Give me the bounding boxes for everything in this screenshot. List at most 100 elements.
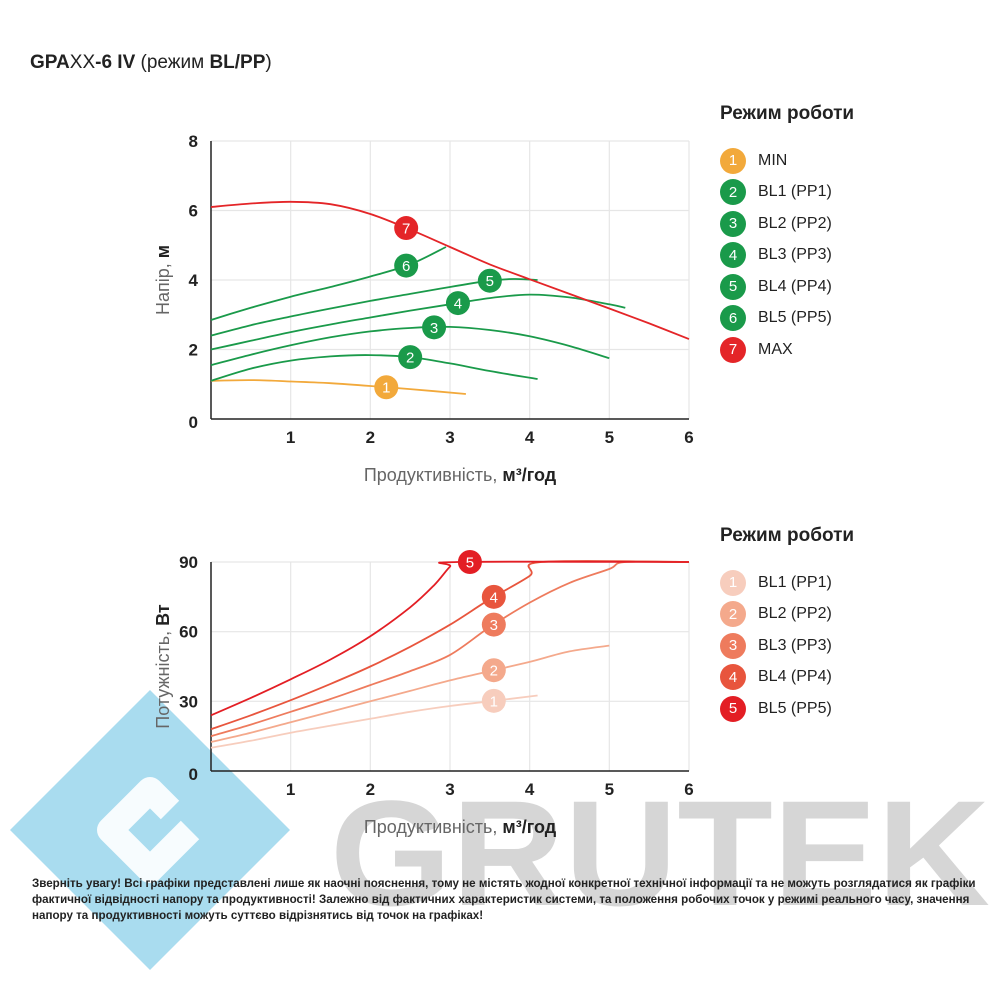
marker-circle xyxy=(481,658,506,683)
legend-badge: 1 xyxy=(720,569,746,596)
legend-power: Режим роботи 1 BL1 (PP1) 2 BL2 (PP2) 3 BL3 (P… xyxy=(720,525,854,725)
y-axis-label: Потужність, Вт xyxy=(153,604,173,729)
legend-item: 2 BL2 (PP2) xyxy=(720,599,854,631)
legend-label: MIN xyxy=(758,151,788,169)
origin-label: 0 xyxy=(189,765,198,784)
marker-label: 2 xyxy=(406,350,414,367)
y-tick-label: 60 xyxy=(179,623,198,642)
y-tick-label: 8 xyxy=(189,132,198,151)
series-line xyxy=(210,354,538,382)
legend-item: 4 BL3 (PP3) xyxy=(720,240,854,272)
legend-label: BL3 (PP3) xyxy=(758,636,832,654)
marker-label: 4 xyxy=(454,296,462,313)
legend-badge: 5 xyxy=(720,695,746,722)
legend-label: BL2 (PP2) xyxy=(758,605,832,623)
legend-badge: 5 xyxy=(720,273,746,300)
x-axis-label: Продуктивність, м³/год xyxy=(364,465,557,485)
marker-circle xyxy=(445,291,470,316)
legend-item: 3 BL3 (PP3) xyxy=(720,630,854,662)
marker-circle xyxy=(394,216,419,241)
y-tick-label: 2 xyxy=(189,341,198,360)
legend-badge: 6 xyxy=(720,305,746,332)
legend-badge: 3 xyxy=(720,632,746,659)
legend-badge: 2 xyxy=(720,179,746,206)
legend-badge: 3 xyxy=(720,210,746,237)
grid xyxy=(211,140,690,419)
series-line xyxy=(210,644,610,743)
x-tick-label: 5 xyxy=(605,428,614,447)
marker-circle xyxy=(394,253,419,278)
legend-label: MAX xyxy=(758,340,793,358)
marker-circle xyxy=(477,268,502,293)
legend-label: BL4 (PP4) xyxy=(758,668,832,686)
legend-item: 6 BL5 (PP5) xyxy=(720,303,854,335)
legend-item: 2 BL1 (PP1) xyxy=(720,177,854,209)
legend-item: 4 BL4 (PP4) xyxy=(720,662,854,694)
legend-label: BL5 (PP5) xyxy=(758,309,832,327)
series-marker: 5 xyxy=(477,268,502,293)
marker-circle xyxy=(481,688,506,713)
grid xyxy=(211,561,690,771)
series-marker: 1 xyxy=(374,375,399,400)
marker-circle xyxy=(422,315,447,340)
series-marker: 2 xyxy=(481,658,506,683)
legend-label: BL1 (PP1) xyxy=(758,573,832,591)
y-tick-label: 6 xyxy=(189,202,198,221)
marker-circle xyxy=(481,584,506,609)
legend-item: 7 MAX xyxy=(720,334,854,366)
legend-label: BL2 (PP2) xyxy=(758,214,832,232)
series-marker: 6 xyxy=(394,253,419,278)
legend-title: Режим роботи xyxy=(720,103,855,124)
x-tick-label: 6 xyxy=(684,780,693,799)
series-marker: 4 xyxy=(481,584,506,609)
marker-label: 3 xyxy=(430,320,438,337)
series-line xyxy=(210,293,626,351)
y-tick-label: 4 xyxy=(189,271,199,290)
series-line xyxy=(210,560,690,738)
legend-badge: 2 xyxy=(720,601,746,628)
marker-circle xyxy=(481,612,506,637)
x-tick-label: 2 xyxy=(366,780,375,799)
series-marker: 3 xyxy=(422,315,447,340)
y-axis-label: Напір, м xyxy=(153,245,173,315)
marker-label: 5 xyxy=(466,555,474,572)
series-marker: 5 xyxy=(457,550,482,574)
marker-label: 1 xyxy=(382,380,390,397)
disclaimer-note: Зверніть увагу! Всі графіки представлені… xyxy=(32,877,976,922)
x-tick-label: 1 xyxy=(286,428,295,447)
marker-circle xyxy=(457,550,482,574)
series-line xyxy=(210,200,690,340)
series-line xyxy=(210,379,466,395)
legend-badge: 4 xyxy=(720,664,746,691)
legend-item: 1 MIN xyxy=(720,145,854,177)
series-line xyxy=(210,325,610,366)
marker-label: 4 xyxy=(490,589,498,606)
series-line xyxy=(210,694,538,749)
marker-label: 1 xyxy=(490,693,498,710)
legend-label: BL5 (PP5) xyxy=(758,699,832,717)
legend-label: BL1 (PP1) xyxy=(758,183,832,201)
y-tick-label: 90 xyxy=(179,553,198,572)
legend-badge: 4 xyxy=(720,242,746,269)
series-line xyxy=(210,278,538,337)
legend-head: Режим роботи 1 MIN 2 BL1 (PP1) 3 BL2 (PP2) 4 BL… xyxy=(720,103,854,366)
x-tick-label: 5 xyxy=(605,780,614,799)
series-marker: 3 xyxy=(481,612,506,637)
marker-circle xyxy=(374,375,399,400)
series-marker: 1 xyxy=(481,688,506,713)
legend-badge: 1 xyxy=(720,147,746,174)
x-tick-label: 2 xyxy=(366,428,375,447)
x-tick-label: 3 xyxy=(445,428,454,447)
series-marker: 2 xyxy=(398,345,423,370)
series-marker: 4 xyxy=(445,291,470,316)
marker-label: 3 xyxy=(490,617,498,634)
x-axis-label: Продуктивність, м³/год xyxy=(364,817,557,837)
legend-item: 1 BL1 (PP1) xyxy=(720,567,854,599)
series-marker: 7 xyxy=(394,216,419,241)
x-tick-label: 4 xyxy=(525,428,535,447)
series-line xyxy=(210,560,690,731)
legend-label: BL3 (PP3) xyxy=(758,246,832,264)
marker-label: 7 xyxy=(402,221,410,238)
